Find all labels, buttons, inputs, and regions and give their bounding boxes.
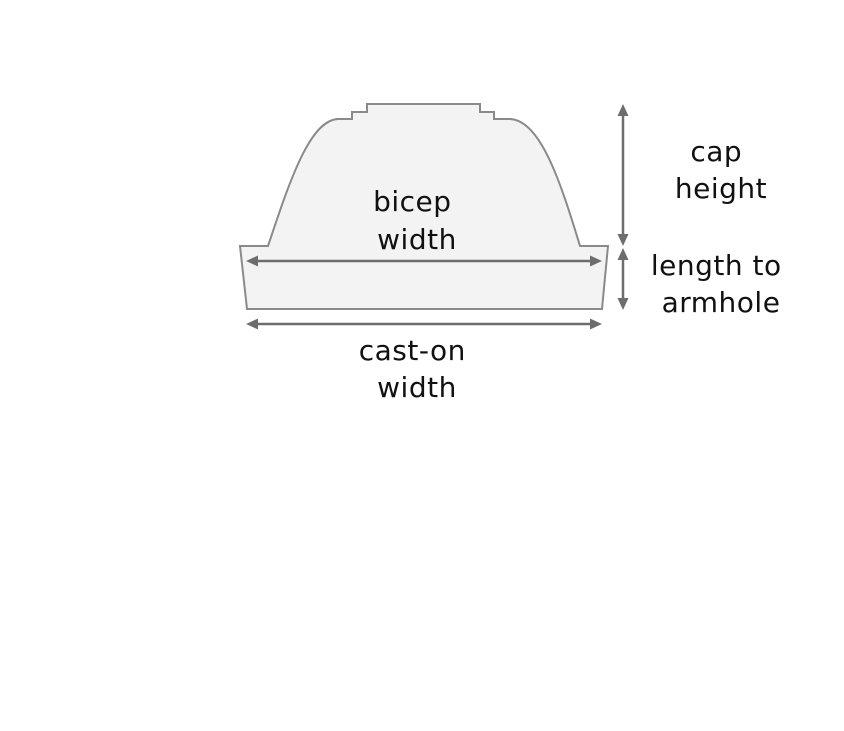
length-to-armhole-label: length to armhole bbox=[651, 249, 791, 319]
cast-on-width-label-line-2: width bbox=[377, 371, 457, 404]
length-to-armhole-dimension bbox=[617, 248, 629, 310]
length-to-armhole-label-line-2: armhole bbox=[662, 286, 781, 319]
cast-on-width-arrow-left bbox=[246, 318, 258, 330]
length-to-armhole-arrow-bottom bbox=[617, 298, 629, 310]
length-to-armhole-arrow-top bbox=[617, 248, 629, 260]
cast-on-width-label-line-1: cast-on bbox=[359, 334, 466, 367]
cap-height-label-line-1: cap bbox=[690, 135, 742, 168]
bicep-width-arrow-right bbox=[590, 255, 602, 267]
cast-on-width-label: cast-on width bbox=[359, 334, 476, 404]
cast-on-width-arrow-right bbox=[590, 318, 602, 330]
sleeve-shape bbox=[238, 103, 610, 310]
length-to-armhole-label-line-1: length to bbox=[651, 249, 782, 282]
cap-height-arrow-bottom bbox=[617, 234, 629, 246]
cap-height-label-line-2: height bbox=[675, 172, 767, 205]
cast-on-width-dimension bbox=[246, 318, 602, 330]
bicep-width-label: bicep width bbox=[373, 185, 461, 256]
bicep-width-dimension bbox=[246, 255, 602, 267]
bicep-width-arrow-left bbox=[246, 255, 258, 267]
cap-height-dimension bbox=[617, 104, 629, 246]
bicep-width-label-line-1: bicep bbox=[373, 185, 451, 218]
cap-height-label: cap height bbox=[675, 135, 767, 205]
bicep-width-label-line-2: width bbox=[377, 223, 457, 256]
cap-height-arrow-top bbox=[617, 104, 629, 116]
